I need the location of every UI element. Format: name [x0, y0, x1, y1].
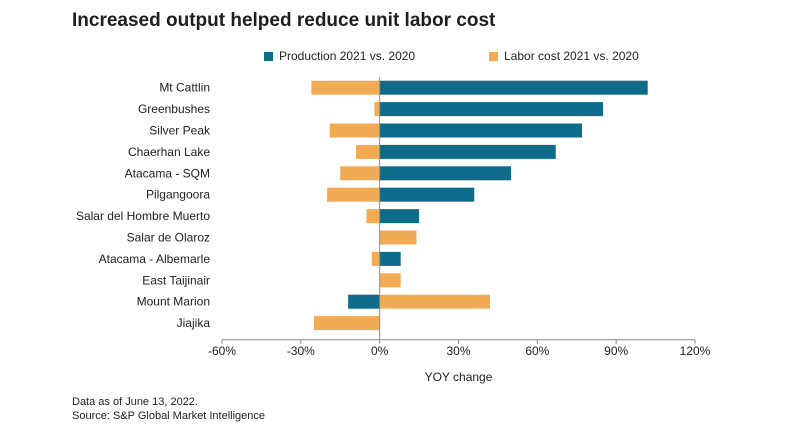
bar-labor-10 [379, 294, 491, 309]
bar-labor-1 [374, 102, 380, 117]
x-tick-label-0: -60% [208, 344, 236, 358]
legend-item-labor: Labor cost 2021 vs. 2020 [489, 49, 639, 63]
x-tick-label-1: -30% [287, 344, 315, 358]
legend-swatch-production [264, 51, 273, 61]
bar-labor-2 [329, 123, 380, 138]
category-label-6: Salar del Hombre Muerto [76, 209, 210, 223]
footnote: Data as of June 13, 2022. [72, 396, 198, 408]
x-tick-label-2: 0% [371, 344, 389, 358]
bar-production-1 [379, 102, 604, 117]
bar-labor-5 [327, 187, 380, 202]
chart-title: Increased output helped reduce unit labo… [72, 10, 496, 31]
category-label-9: East Taijinair [142, 273, 210, 287]
bar-labor-8 [371, 251, 380, 266]
legend-item-production: Production 2021 vs. 2020 [264, 49, 415, 63]
x-tick-label-4: 60% [525, 344, 549, 358]
bar-labor-3 [356, 144, 380, 159]
legend-label-labor: Labor cost 2021 vs. 2020 [504, 49, 639, 63]
category-label-11: Jiajika [177, 316, 211, 330]
x-tick-label-3: 30% [446, 344, 470, 358]
bar-labor-11 [313, 316, 380, 331]
bar-production-10 [348, 294, 380, 309]
legend: Production 2021 vs. 2020 Labor cost 2021… [0, 49, 794, 67]
x-tick-label-6: 120% [680, 344, 711, 358]
bar-production-0 [379, 80, 648, 95]
bar-production-8 [379, 251, 401, 266]
legend-swatch-labor [489, 51, 498, 61]
bar-production-3 [379, 144, 556, 159]
bar-production-4 [379, 166, 512, 181]
source-note: Source: S&P Global Market Intelligence [72, 410, 266, 422]
x-axis-label: YOY change [425, 370, 493, 384]
bar-labor-9 [379, 273, 401, 288]
category-label-10: Mount Marion [137, 295, 210, 309]
category-label-4: Atacama - SQM [125, 166, 210, 180]
category-label-3: Chaerhan Lake [128, 145, 210, 159]
category-label-5: Pilgangoora [146, 188, 210, 202]
bar-labor-7 [379, 230, 417, 245]
bar-labor-4 [340, 166, 380, 181]
bar-labor-6 [366, 209, 380, 224]
category-label-7: Salar de Olaroz [127, 231, 210, 245]
category-label-8: Atacama - Albemarle [99, 252, 211, 266]
bar-production-5 [379, 187, 475, 202]
category-label-2: Silver Peak [149, 124, 211, 138]
category-label-1: Greenbushes [138, 102, 210, 116]
x-tick-label-5: 90% [604, 344, 628, 358]
bar-production-2 [379, 123, 583, 138]
legend-label-production: Production 2021 vs. 2020 [279, 49, 416, 63]
bar-labor-0 [311, 80, 380, 95]
category-label-0: Mt Cattlin [159, 81, 210, 95]
bar-production-6 [379, 209, 420, 224]
